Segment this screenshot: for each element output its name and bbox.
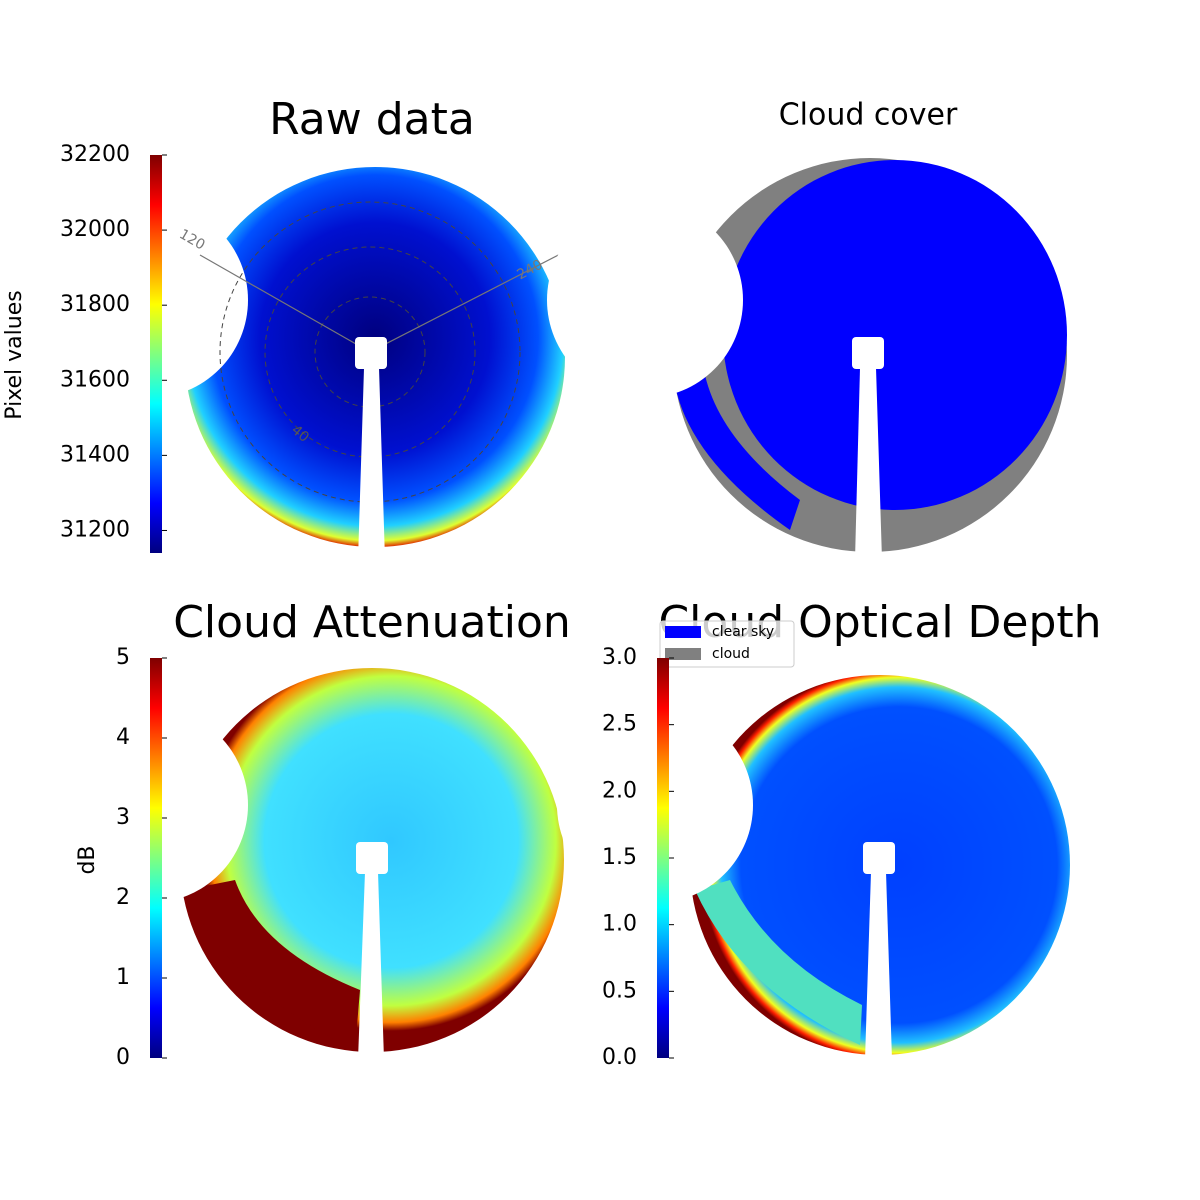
cloud-cover-image (547, 158, 1067, 552)
legend-swatch (665, 648, 701, 660)
colorbar-label: dB (75, 845, 100, 874)
colorbar-tick-label: 32200 (60, 142, 130, 167)
raw-image (52, 167, 573, 553)
colorbar-tick-label: 2.5 (602, 712, 637, 737)
colorbar (150, 658, 162, 1058)
colorbar-tick-label: 4 (116, 725, 130, 750)
colorbar-tick-label: 31600 (60, 367, 130, 392)
legend-swatch (665, 626, 701, 638)
colorbar-tick-label: 5 (116, 645, 130, 670)
mast-masks (355, 337, 895, 1060)
colorbar-tick-label: 0.5 (602, 978, 637, 1003)
colorbar (657, 658, 669, 1058)
colorbar-tick-label: 0.0 (602, 1045, 637, 1070)
colorbar-tick-label: 1.0 (602, 912, 637, 937)
panel-title: Cloud cover (779, 98, 958, 133)
colorbar-tick-label: 2.0 (602, 778, 637, 803)
colorbar-tick-label: 1 (116, 965, 130, 990)
legend-label: clear sky (712, 624, 774, 640)
legend-label: cloud (712, 646, 750, 662)
colorbar-label: Pixel values (2, 290, 27, 419)
colorbar-tick-label: 31200 (60, 517, 130, 542)
colorbar-tick-label: 31800 (60, 292, 130, 317)
colorbar-tick-label: 2 (116, 885, 130, 910)
colorbar-tick-label: 3 (116, 805, 130, 830)
colorbar-tick-label: 1.5 (602, 845, 637, 870)
colorbar-tick-label: 0 (116, 1045, 130, 1070)
colorbar-tick-label: 32000 (60, 217, 130, 242)
panel-title: Raw data (269, 94, 475, 145)
colorbar-tick-label: 3.0 (602, 645, 637, 670)
colorbar (150, 155, 162, 553)
colorbar-tick-label: 31400 (60, 442, 130, 467)
panel-title: Cloud Attenuation (173, 597, 571, 648)
